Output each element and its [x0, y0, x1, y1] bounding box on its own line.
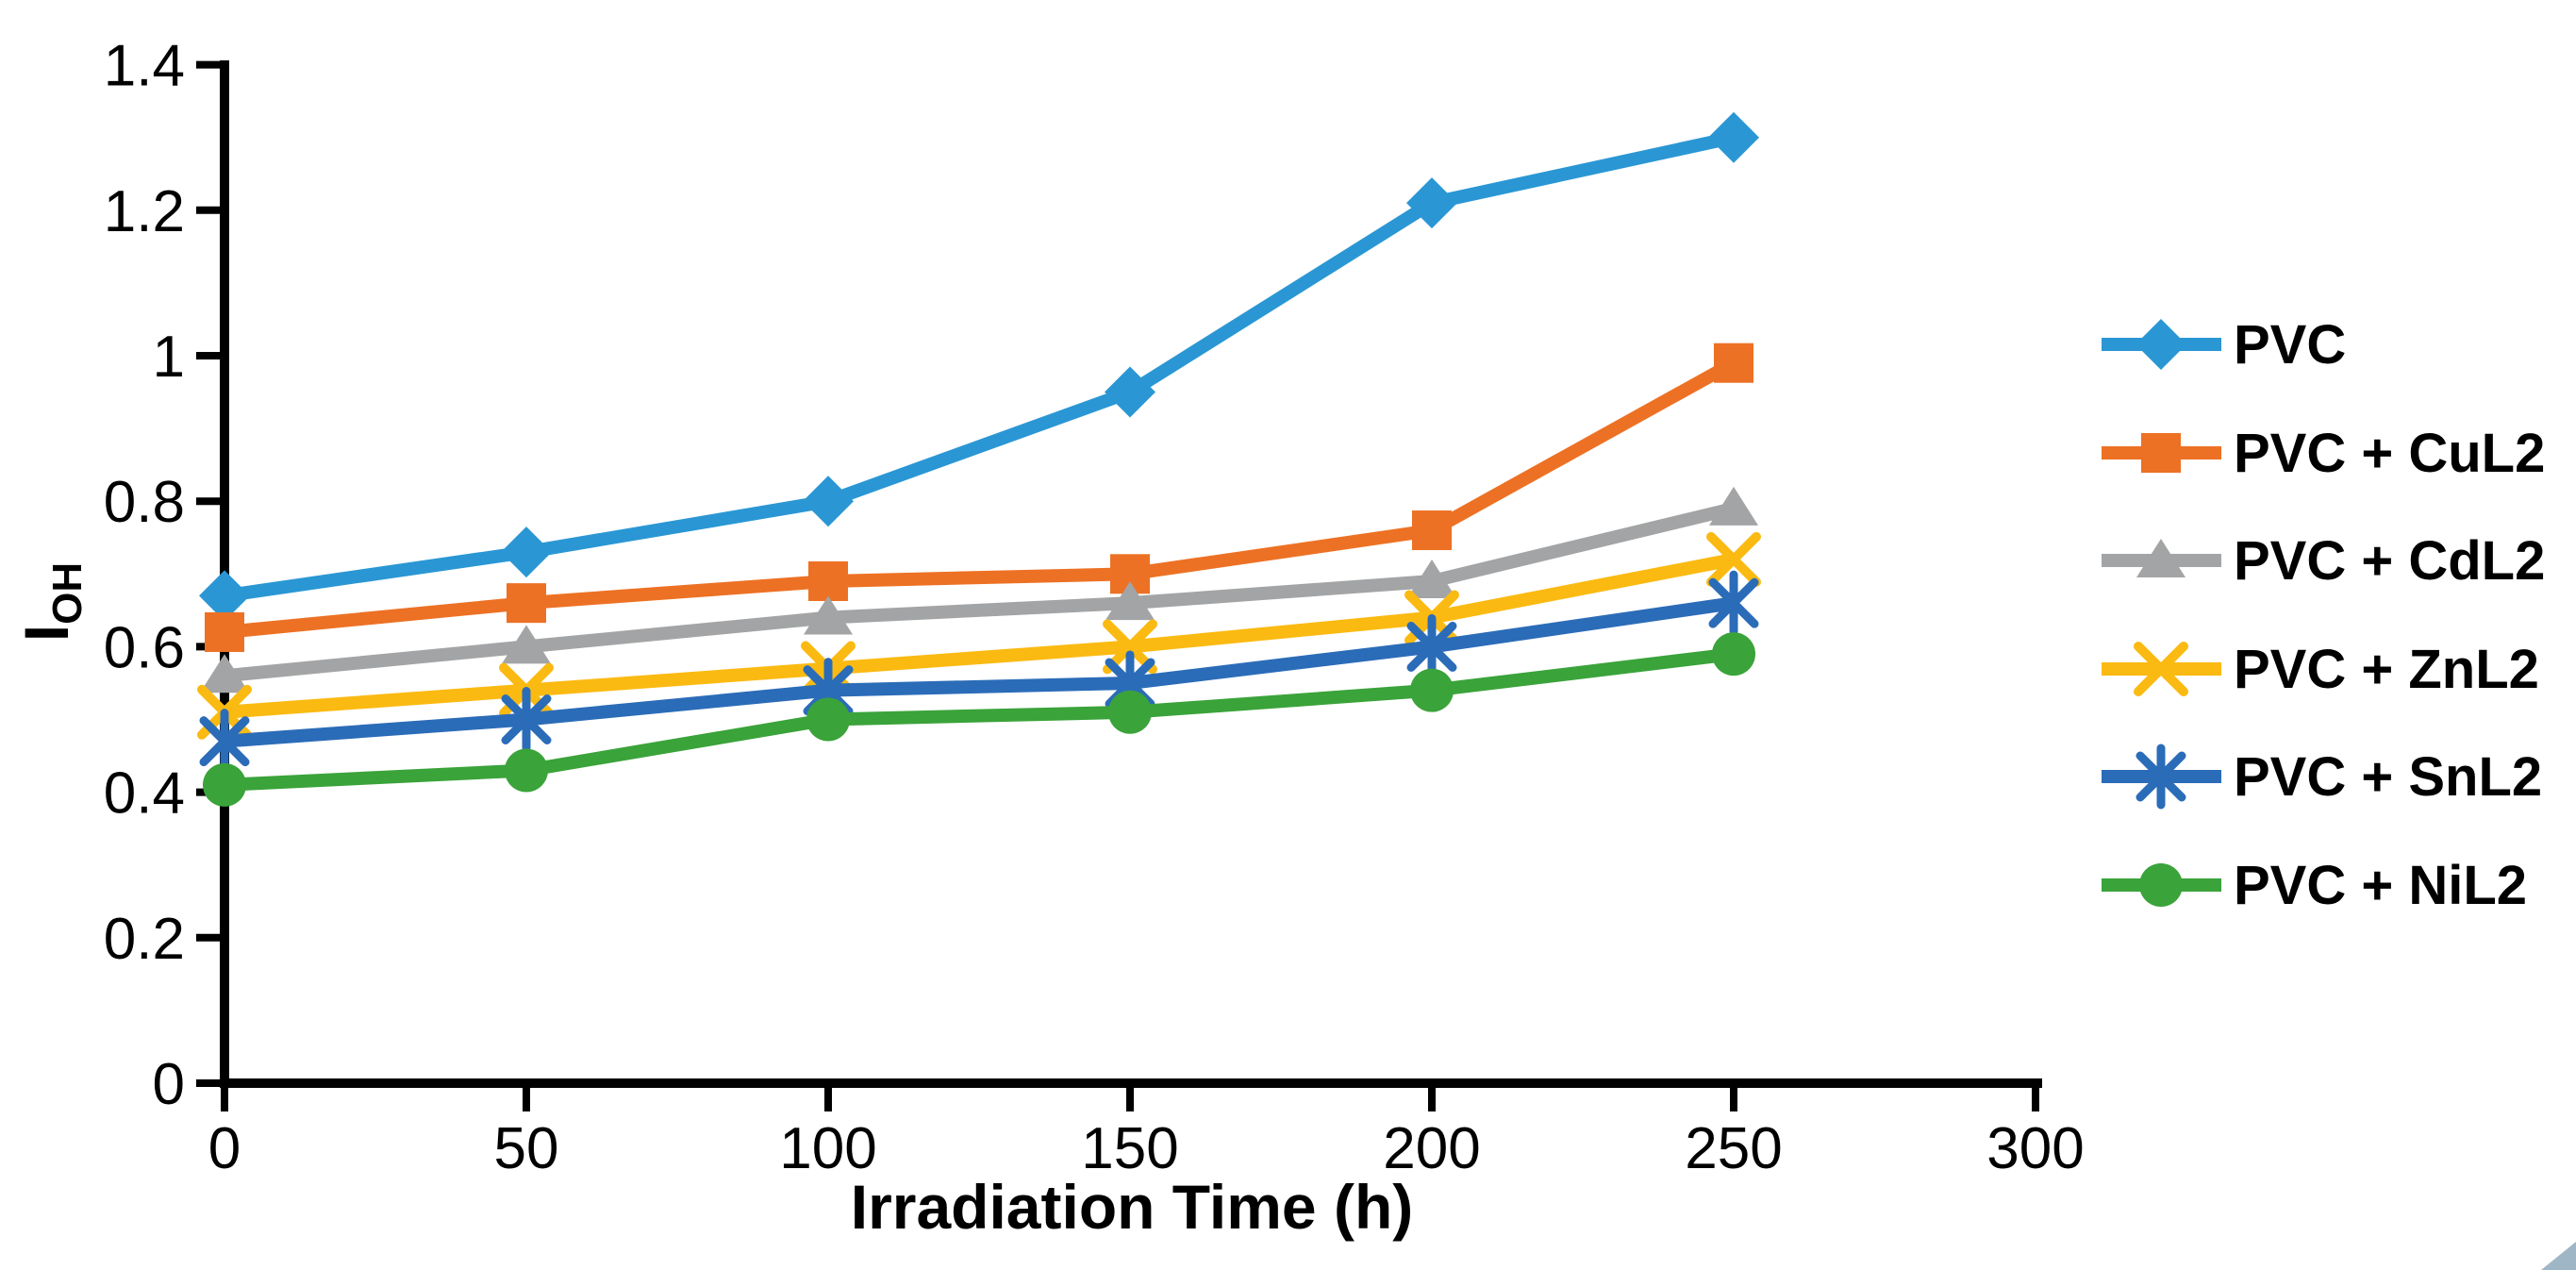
circle-marker — [2139, 863, 2183, 907]
square-marker — [1714, 343, 1753, 383]
series-pvc — [199, 111, 1759, 622]
legend-item: PVC + SnL2 — [2102, 744, 2542, 810]
triangle-marker — [200, 654, 249, 693]
circle-marker — [1712, 632, 1755, 677]
diamond-marker — [1708, 111, 1759, 163]
corner-resize-artifact — [2541, 1242, 2576, 1270]
square-marker — [507, 583, 546, 624]
y-tick-label: 0.8 — [104, 470, 185, 535]
legend-item: PVC + NiL2 — [2102, 855, 2527, 916]
diamond-marker — [2136, 319, 2186, 370]
legend-item: PVC + CdL2 — [2102, 530, 2545, 592]
legend-item-label: PVC + CuL2 — [2234, 423, 2545, 484]
series-line — [223, 130, 1736, 603]
y-tick-label: 0.6 — [104, 615, 185, 680]
triangle-marker — [1105, 581, 1155, 621]
legend-item-label: PVC + NiL2 — [2234, 855, 2527, 916]
legend-item: PVC — [2102, 314, 2346, 376]
series-line — [224, 647, 1735, 792]
star-marker — [2136, 744, 2186, 810]
star-marker — [1406, 613, 1457, 679]
triangle-marker — [1709, 486, 1758, 526]
y-tick-label: 1.2 — [104, 179, 185, 244]
star-marker — [501, 687, 552, 752]
series-line — [224, 596, 1736, 748]
x-marker — [1706, 531, 1761, 587]
series-layer — [197, 111, 1761, 807]
y-tick-label: 0.4 — [104, 761, 185, 827]
x-tick-label: 50 — [494, 1116, 559, 1181]
y-tick-label: 0 — [153, 1052, 185, 1117]
square-marker — [2141, 433, 2181, 473]
square-marker — [808, 561, 848, 602]
square-marker — [205, 611, 244, 652]
legend-item: PVC + CuL2 — [2102, 423, 2545, 484]
series-line — [224, 553, 1736, 719]
circle-marker — [1108, 690, 1152, 734]
legend-item-label: PVC + ZnL2 — [2234, 639, 2539, 700]
series-pvc-nil2 — [203, 632, 1755, 807]
star-marker — [1708, 570, 1759, 636]
diamond-marker — [501, 526, 552, 578]
triangle-marker — [2136, 539, 2185, 577]
circle-marker — [1410, 668, 1454, 712]
chart-legend: PVC PVC + CuL2 PVC + CdL2 PVC + ZnL2 PVC + S… — [2102, 314, 2545, 916]
y-tick-label: 1.4 — [104, 34, 185, 99]
x-tick-label: 150 — [1081, 1116, 1178, 1181]
legend-item-label: PVC — [2234, 314, 2346, 376]
y-axis-title-main: I — [11, 625, 81, 642]
series-line — [224, 502, 1736, 683]
y-tick-label: 0.2 — [104, 907, 185, 972]
square-marker — [1412, 510, 1452, 551]
diamond-marker — [199, 570, 250, 622]
legend-item-label: PVC + SnL2 — [2234, 746, 2542, 808]
star-marker — [199, 709, 250, 775]
x-tick-label: 100 — [779, 1116, 876, 1181]
x-axis-title: Irradiation Time (h) — [851, 1172, 1414, 1242]
triangle-marker — [804, 595, 853, 635]
y-axis-title: IOH — [11, 562, 91, 642]
triangle-marker — [1407, 560, 1456, 599]
x-marker — [2134, 642, 2188, 696]
diamond-marker — [1105, 366, 1155, 418]
series-pvc-cdl2 — [200, 486, 1758, 693]
circle-marker — [203, 762, 246, 807]
legend-item-label: PVC + CdL2 — [2234, 530, 2545, 592]
series-line — [224, 357, 1737, 639]
legend-item: PVC + ZnL2 — [2102, 639, 2539, 700]
y-tick-label: 1 — [153, 325, 185, 390]
series-pvc-cul2 — [205, 343, 1753, 652]
diamond-marker — [1406, 177, 1457, 229]
circle-marker — [806, 697, 850, 742]
triangle-marker — [502, 625, 551, 664]
x-tick-label: 200 — [1383, 1116, 1480, 1181]
x-tick-label: 250 — [1685, 1116, 1782, 1181]
x-marker — [1103, 619, 1157, 675]
series-pvc-snl2 — [199, 570, 1759, 775]
diamond-marker — [803, 476, 854, 527]
x-tick-label: 300 — [1986, 1116, 2084, 1181]
x-tick-label: 0 — [208, 1116, 241, 1181]
axes-layer: 0 0.2 0.4 0.6 0.8 1 1.2 1.4 0 50 100 150 200 250 300 — [104, 34, 2085, 1181]
circle-marker — [505, 748, 548, 793]
y-axis-title-subscript: OH — [44, 562, 91, 625]
